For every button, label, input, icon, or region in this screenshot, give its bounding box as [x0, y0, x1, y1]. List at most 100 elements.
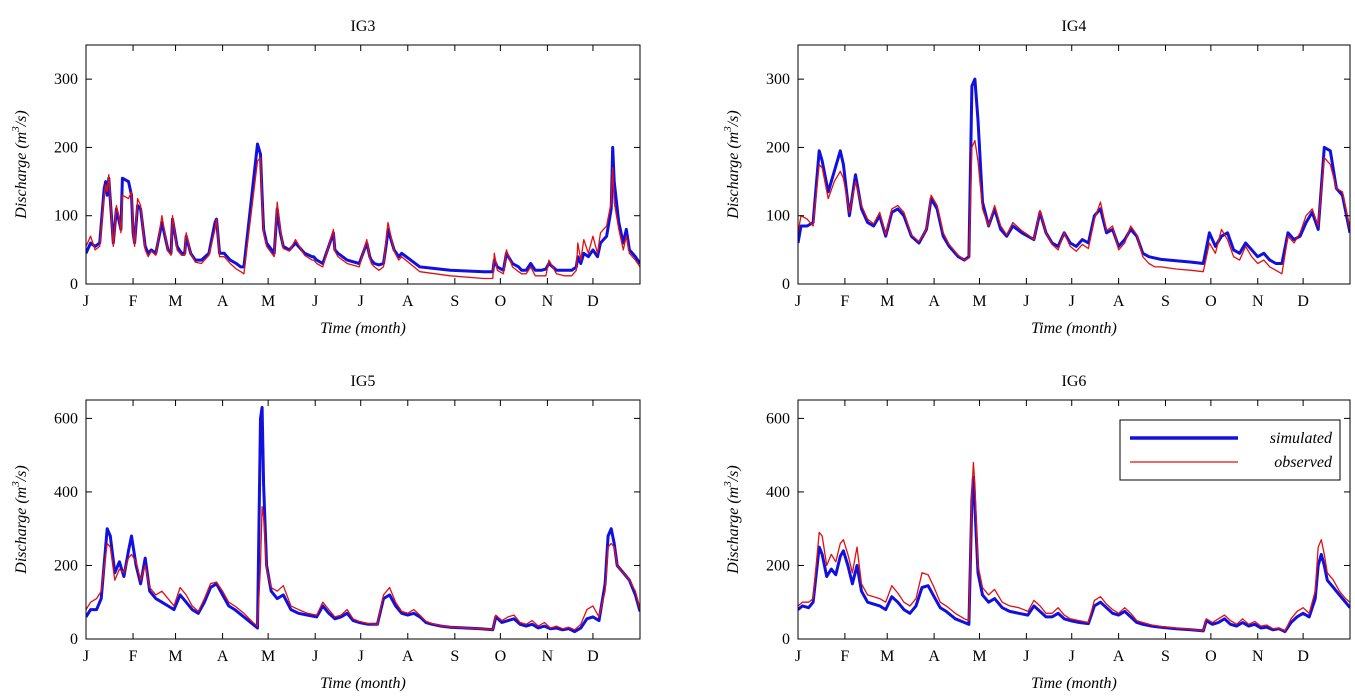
- x-tick-label: A: [1113, 648, 1125, 665]
- legend-label-simulated: simulated: [1270, 430, 1333, 447]
- chart-panel-ig3: IG3 0 100 200 300 J F M A M J J A S O N D Time (month) Dis…: [10, 18, 641, 337]
- series-line-observed: [798, 461, 1350, 632]
- plot-frame: [797, 44, 1351, 285]
- x-axis-label: Time (month): [1031, 675, 1117, 692]
- x-tick-label: N: [542, 293, 554, 310]
- chart-panel-ig6: IG6 0 200 400 600 J F M A M J J A S O N D Time (month) Dis…: [722, 373, 1351, 692]
- x-tick-label: N: [1252, 648, 1264, 665]
- x-tick-label: J: [795, 648, 801, 665]
- y-axis-label-superscript: 3: [722, 126, 734, 133]
- y-tick-label: 300: [766, 71, 790, 88]
- y-axis-label-text-tail: /s): [725, 465, 742, 482]
- y-axis-label: Discharge (m3/s): [10, 110, 30, 219]
- x-tick-label: J: [1069, 648, 1075, 665]
- plot-frame: [797, 399, 1351, 640]
- x-tick-label: M: [880, 648, 894, 665]
- y-tick-label: 0: [70, 631, 78, 648]
- x-tick-label: M: [168, 648, 182, 665]
- y-tick-label: 600: [54, 410, 78, 427]
- y-axis-label-text-tail: /s): [725, 110, 742, 127]
- series-line-simulated: [798, 77, 1350, 265]
- x-tick-label: D: [587, 293, 599, 310]
- x-tick-label: O: [495, 293, 507, 310]
- panel-title: IG3: [351, 18, 376, 35]
- x-tick-label: S: [1161, 293, 1170, 310]
- y-axis-label-text-tail: /s): [13, 465, 30, 482]
- x-tick-label: D: [1297, 293, 1309, 310]
- panel-title: IG5: [351, 373, 376, 390]
- y-axis-label-text: Discharge (m: [13, 132, 30, 220]
- x-tick-label: O: [495, 648, 507, 665]
- x-tick-label: N: [542, 648, 554, 665]
- x-tick-label: J: [1023, 648, 1029, 665]
- x-tick-label: M: [880, 293, 894, 310]
- y-tick-label: 100: [766, 208, 790, 225]
- panel-title: IG6: [1062, 373, 1087, 390]
- y-tick-label: 200: [766, 557, 790, 574]
- y-tick-label: 200: [766, 139, 790, 156]
- y-tick-label: 0: [782, 631, 790, 648]
- y-tick-label: 200: [54, 557, 78, 574]
- plot-frame: [85, 399, 641, 640]
- x-tick-label: J: [1023, 293, 1029, 310]
- x-tick-label: M: [972, 648, 986, 665]
- y-tick-label: 600: [766, 410, 790, 427]
- series-line-observed: [86, 157, 640, 280]
- series-line-simulated: [798, 475, 1350, 634]
- x-tick-label: J: [83, 648, 89, 665]
- y-tick-label: 400: [54, 484, 78, 501]
- chart-panel-ig4: IG4 0 100 200 300 J F M A M J J A S O N D Time (month) Dis…: [722, 18, 1351, 337]
- x-tick-label: S: [1161, 648, 1170, 665]
- x-axis-label: Time (month): [1031, 320, 1117, 337]
- x-tick-label: M: [972, 293, 986, 310]
- y-tick-label: 200: [54, 139, 78, 156]
- x-tick-label: F: [129, 293, 138, 310]
- x-tick-label: J: [312, 293, 318, 310]
- x-tick-label: A: [928, 648, 940, 665]
- y-tick-label: 0: [70, 276, 78, 293]
- y-axis-label-superscript: 3: [10, 481, 22, 488]
- x-tick-label: O: [1205, 293, 1217, 310]
- y-axis-label-text: Discharge (m: [725, 132, 742, 220]
- x-tick-label: A: [402, 293, 414, 310]
- x-axis-label: Time (month): [320, 320, 406, 337]
- x-tick-label: M: [261, 648, 275, 665]
- legend-label-observed: observed: [1274, 454, 1333, 471]
- x-tick-label: J: [358, 293, 364, 310]
- series-line-observed: [86, 505, 640, 631]
- x-tick-label: S: [450, 293, 459, 310]
- x-tick-label: A: [928, 293, 940, 310]
- x-tick-label: F: [840, 293, 849, 310]
- legend-box: [1119, 419, 1341, 481]
- y-axis-label-superscript: 3: [722, 481, 734, 488]
- y-tick-label: 0: [782, 276, 790, 293]
- x-tick-label: M: [261, 293, 275, 310]
- y-axis-label-text: Discharge (m: [725, 487, 742, 575]
- y-axis-label: Discharge (m3/s): [722, 110, 742, 219]
- x-tick-label: F: [129, 648, 138, 665]
- x-tick-label: D: [587, 648, 599, 665]
- y-axis-label-text: Discharge (m: [13, 487, 30, 575]
- y-axis-label-text-tail: /s): [13, 110, 30, 127]
- x-tick-label: D: [1297, 648, 1309, 665]
- x-tick-label: F: [840, 648, 849, 665]
- x-tick-label: O: [1205, 648, 1217, 665]
- x-tick-label: J: [312, 648, 318, 665]
- x-tick-label: A: [1113, 293, 1125, 310]
- panel-title: IG4: [1062, 18, 1087, 35]
- x-tick-label: N: [1252, 293, 1264, 310]
- x-tick-label: J: [795, 293, 801, 310]
- x-axis-label: Time (month): [320, 675, 406, 692]
- chart-panel-ig5: IG5 0 200 400 600 J F M A M J J A S O N D Time (month) Dis…: [10, 373, 641, 692]
- plot-frame: [85, 44, 641, 285]
- y-axis-label-superscript: 3: [10, 126, 22, 133]
- x-tick-label: A: [217, 293, 229, 310]
- y-tick-label: 100: [54, 208, 78, 225]
- x-tick-label: J: [1069, 293, 1075, 310]
- y-tick-label: 400: [766, 484, 790, 501]
- x-tick-label: A: [217, 648, 229, 665]
- y-axis-label: Discharge (m3/s): [722, 465, 742, 574]
- x-tick-label: S: [450, 648, 459, 665]
- y-tick-label: 300: [54, 71, 78, 88]
